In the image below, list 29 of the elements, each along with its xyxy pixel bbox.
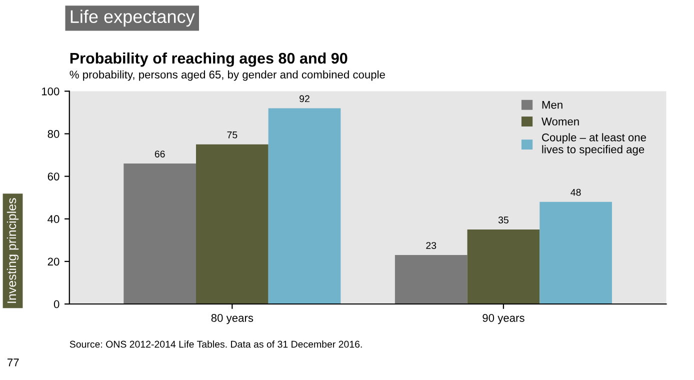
legend-label: Women — [542, 118, 579, 126]
text: 77 — [8, 358, 19, 366]
chart-title: Probability of reaching ages 80 and 90 — [70, 52, 348, 67]
data-label: 66 — [154, 150, 165, 158]
source-note: Source: ONS 2012-2014 Life Tables. Data as of 31 December 2016. — [70, 340, 362, 348]
data-label: 23 — [426, 242, 436, 249]
data-label: 75 — [227, 132, 238, 138]
x-tick-label: 80 years — [211, 314, 254, 324]
y-tick-label: 100 — [42, 87, 60, 96]
legend-label: Men — [542, 101, 562, 109]
bar — [268, 108, 341, 304]
bar — [394, 255, 468, 304]
bar — [124, 164, 196, 304]
y-tick-label: 80 — [48, 130, 60, 138]
bar — [540, 202, 612, 304]
text: Investing principles — [6, 198, 19, 303]
bar — [196, 144, 268, 304]
data-label: 48 — [570, 188, 581, 196]
x-tick-label: 90 years — [482, 314, 524, 324]
data-label: 35 — [498, 216, 508, 224]
data-label: 92 — [300, 95, 310, 102]
text: Life expectancy — [70, 10, 195, 27]
bar — [467, 230, 540, 304]
y-tick-label: 40 — [48, 215, 60, 224]
legend-label: Couple – at least one lives to specified age — [542, 133, 646, 156]
y-tick-label: 0 — [54, 300, 60, 308]
chart-subtitle: % probability, persons aged 65, by gender and combined couple — [70, 70, 385, 81]
y-tick-label: 60 — [48, 172, 60, 180]
y-tick-label: 20 — [48, 258, 60, 266]
